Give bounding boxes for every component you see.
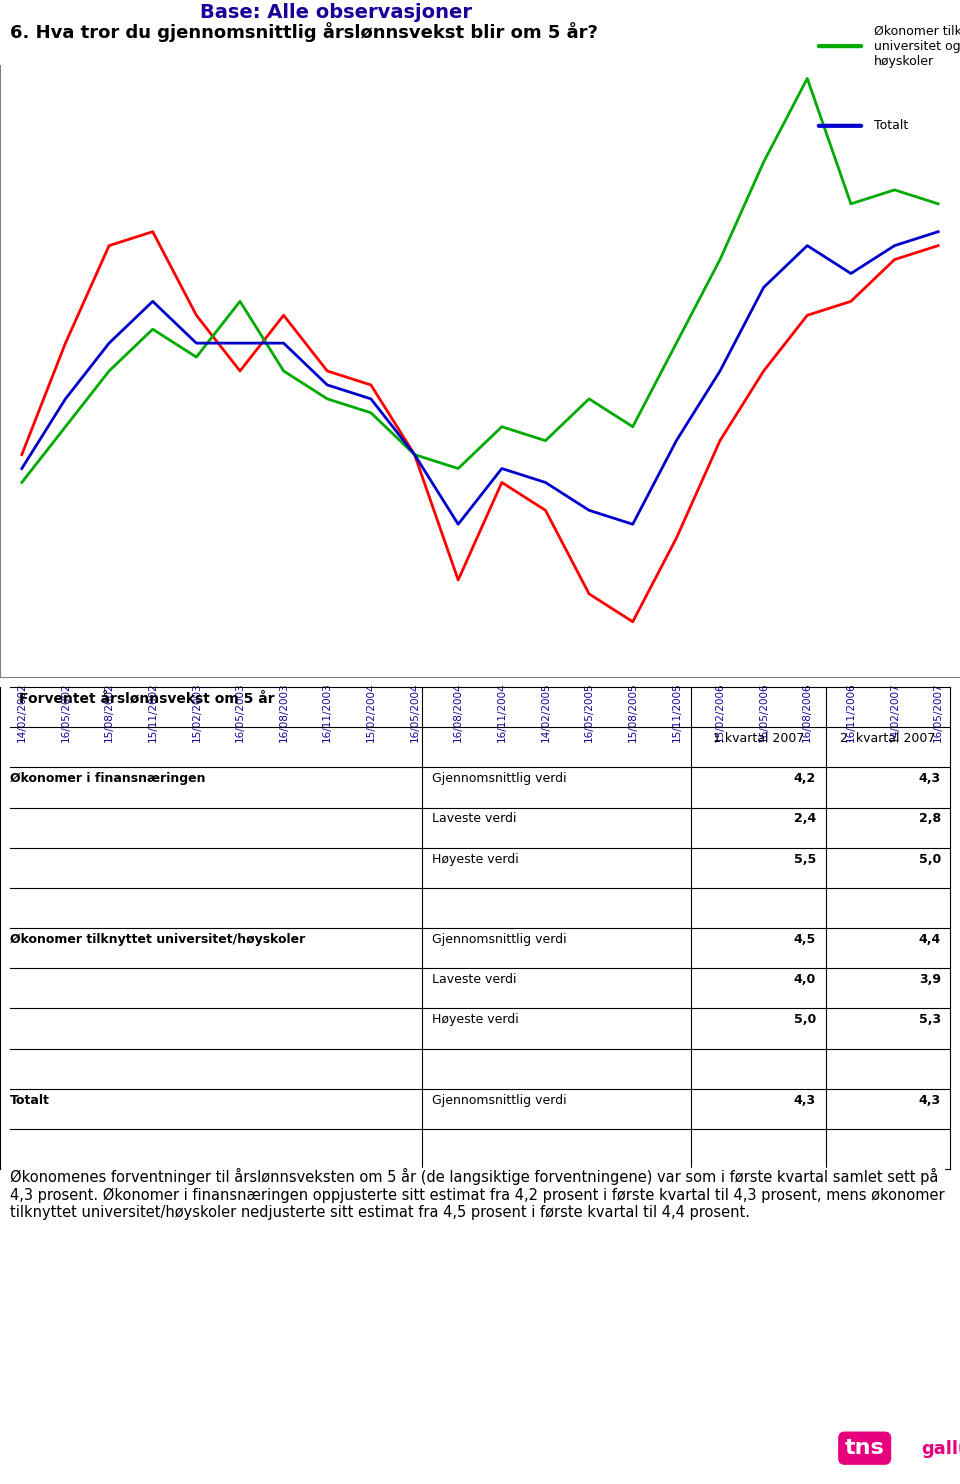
Text: Laveste verdi: Laveste verdi — [432, 813, 516, 825]
Text: 30: 30 — [924, 1174, 941, 1187]
Text: Økonomer tilknyttet
universitet og
høyskoler: Økonomer tilknyttet universitet og høysk… — [874, 25, 960, 68]
Text: Totalt: Totalt — [874, 119, 908, 132]
Text: 4,3: 4,3 — [919, 1094, 941, 1107]
Text: 2. kvartal 2007: 2. kvartal 2007 — [840, 732, 936, 745]
Text: 4,5: 4,5 — [794, 933, 816, 945]
Text: 4,3: 4,3 — [919, 772, 941, 785]
Text: 5,0: 5,0 — [794, 1014, 816, 1027]
Text: 1.kvartal 2007: 1.kvartal 2007 — [712, 732, 804, 745]
Text: Økonomer i finansnæringen: Økonomer i finansnæringen — [10, 772, 205, 785]
Text: Høyeste verdi: Høyeste verdi — [432, 1014, 518, 1027]
Text: 4,2: 4,2 — [794, 772, 816, 785]
Text: Økonomenes forventninger til årslønnsveksten om 5 år (de langsiktige forventning: Økonomenes forventninger til årslønnsvek… — [10, 1168, 945, 1220]
Text: tns: tns — [845, 1438, 884, 1459]
Text: 6. Hva tror du gjennomsnittlig årslønnsvekst blir om 5 år?: 6. Hva tror du gjennomsnittlig årslønnsv… — [10, 22, 597, 42]
Text: 4,0: 4,0 — [794, 974, 816, 987]
Text: Totalt: Totalt — [10, 1094, 50, 1107]
Text: Økonomer tilknyttet universitet/høyskoler: Økonomer tilknyttet universitet/høyskole… — [10, 933, 305, 945]
Text: 5,5: 5,5 — [794, 853, 816, 865]
Text: 4,4: 4,4 — [919, 933, 941, 945]
Text: 2,4: 2,4 — [794, 813, 816, 825]
Text: 5,0: 5,0 — [919, 853, 941, 865]
Text: Gjennomsnittlig verdi: Gjennomsnittlig verdi — [432, 933, 566, 945]
Text: Base: Alle observasjoner: Base: Alle observasjoner — [200, 3, 472, 22]
Text: 5,3: 5,3 — [919, 1014, 941, 1027]
Text: Gjennomsnittlig verdi: Gjennomsnittlig verdi — [432, 772, 566, 785]
Text: 4,3: 4,3 — [794, 1094, 816, 1107]
Text: gallup: gallup — [922, 1439, 960, 1459]
Text: 31: 31 — [799, 1174, 816, 1187]
Text: 3,9: 3,9 — [919, 974, 941, 987]
Text: Forventet årslønnsvekst om 5 år: Forventet årslønnsvekst om 5 år — [19, 692, 275, 706]
Text: Gjennomsnittlig verdi: Gjennomsnittlig verdi — [432, 1094, 566, 1107]
Text: Laveste verdi: Laveste verdi — [432, 974, 516, 987]
Text: Utvalg: Utvalg — [432, 1174, 472, 1187]
Text: Høyeste verdi: Høyeste verdi — [432, 853, 518, 865]
Text: 2,8: 2,8 — [919, 813, 941, 825]
